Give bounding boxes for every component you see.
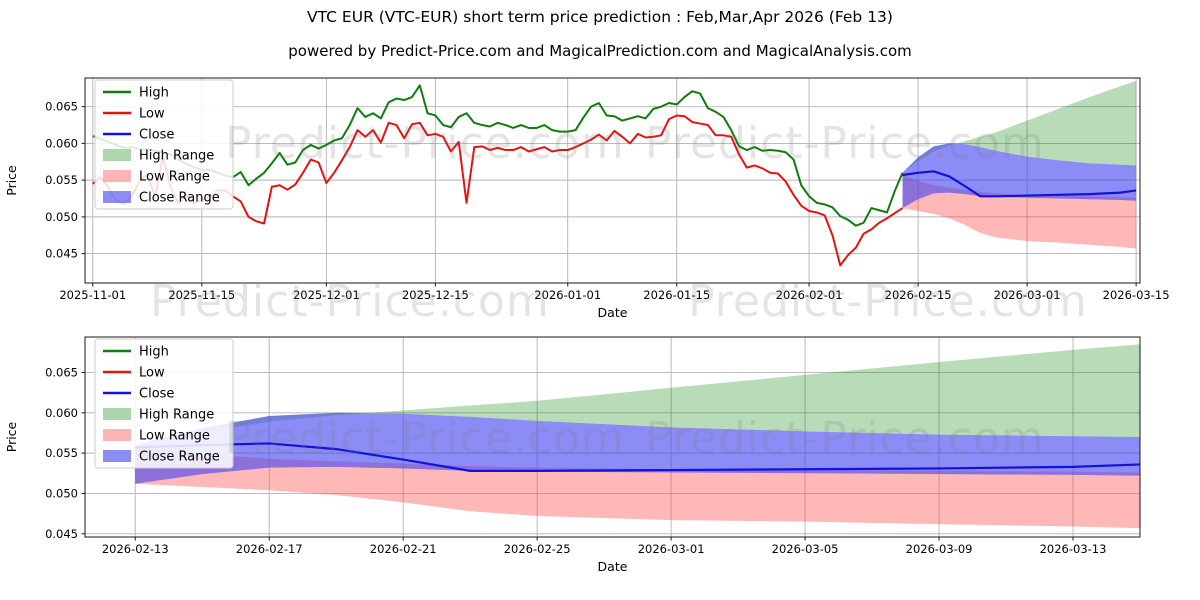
legend-label: Close bbox=[139, 387, 174, 402]
x-tick-label: 2025-12-15 bbox=[402, 288, 469, 302]
legend-label: Close bbox=[139, 128, 174, 143]
close-line bbox=[135, 442, 1141, 472]
y-tick-label: 0.065 bbox=[45, 365, 78, 379]
x-tick-label: 2026-03-13 bbox=[1040, 542, 1107, 556]
close-line bbox=[902, 170, 1137, 198]
y-tick-label: 0.055 bbox=[45, 173, 78, 187]
legend-swatch-patch bbox=[103, 149, 131, 161]
x-tick-label: 2025-11-01 bbox=[59, 288, 126, 302]
x-axis-label: Date bbox=[598, 305, 628, 320]
plot-border bbox=[84, 77, 1141, 284]
x-tick-label: 2025-12-01 bbox=[293, 288, 360, 302]
x-tick-label: 2026-01-01 bbox=[534, 288, 601, 302]
x-tick-label: 2026-02-21 bbox=[370, 542, 437, 556]
high-range-band bbox=[902, 80, 1137, 173]
plot-border bbox=[84, 336, 1141, 538]
x-tick-label: 2026-02-25 bbox=[504, 542, 571, 556]
legend-label: Low Range bbox=[139, 170, 210, 185]
y-axis-label: Price bbox=[4, 421, 19, 452]
legend-label: Close Range bbox=[139, 450, 220, 465]
x-axis-label: Date bbox=[598, 559, 628, 574]
legend-label: Low bbox=[139, 366, 165, 381]
x-tick-label: 2026-03-01 bbox=[994, 288, 1061, 302]
x-tick-label: 2026-02-15 bbox=[885, 288, 952, 302]
x-tick-label: 2026-02-13 bbox=[102, 542, 169, 556]
y-axis-label: Price bbox=[4, 165, 19, 196]
high-range-band bbox=[135, 344, 1140, 446]
legend-label: High Range bbox=[139, 408, 214, 423]
y-tick-label: 0.045 bbox=[45, 247, 78, 261]
legend-label: Low Range bbox=[139, 429, 210, 444]
figure-subtitle: powered by Predict-Price.com and Magical… bbox=[288, 42, 912, 60]
legend-swatch-patch bbox=[103, 191, 131, 203]
legend-label: High bbox=[139, 86, 169, 101]
forecast-detail-chart: 2026-02-13 2026-02-17 2026-02-21 2026-02-25… bbox=[4, 336, 1141, 574]
legend-label: High Range bbox=[139, 149, 214, 164]
x-tick-label: 2026-03-05 bbox=[772, 542, 839, 556]
legend-label: Low bbox=[139, 107, 165, 122]
x-tick-label: 2026-01-15 bbox=[643, 288, 710, 302]
y-tick-label: 0.045 bbox=[45, 527, 78, 541]
x-tick-label: 2026-03-09 bbox=[906, 542, 973, 556]
x-tick-label: 2026-02-17 bbox=[236, 542, 303, 556]
y-tick-label: 0.050 bbox=[45, 486, 78, 500]
legend-swatch-patch bbox=[103, 429, 131, 441]
close-range-band bbox=[902, 143, 1137, 209]
y-tick-label: 0.065 bbox=[45, 100, 78, 114]
close-range-band bbox=[135, 412, 1140, 484]
x-tick-label: 2026-03-15 bbox=[1103, 288, 1170, 302]
price-history-chart: 2025-11-01 2025-11-15 2025-12-01 2025-12-15… bbox=[4, 77, 1170, 320]
y-tick-label: 0.050 bbox=[45, 210, 78, 224]
legend-swatch-patch bbox=[103, 450, 131, 462]
y-tick-label: 0.060 bbox=[45, 406, 78, 420]
y-tick-label: 0.060 bbox=[45, 136, 78, 150]
x-tick-label: 2026-02-01 bbox=[776, 288, 843, 302]
legend-label: High bbox=[139, 345, 169, 360]
x-tick-label: 2025-11-15 bbox=[168, 288, 235, 302]
legend-label: Close Range bbox=[139, 191, 220, 206]
legend-swatch-patch bbox=[103, 170, 131, 182]
y-tick-label: 0.055 bbox=[45, 446, 78, 460]
figure-title: VTC EUR (VTC-EUR) short term price predi… bbox=[307, 8, 893, 26]
legend-swatch-patch bbox=[103, 408, 131, 420]
x-tick-label: 2026-03-01 bbox=[638, 542, 705, 556]
